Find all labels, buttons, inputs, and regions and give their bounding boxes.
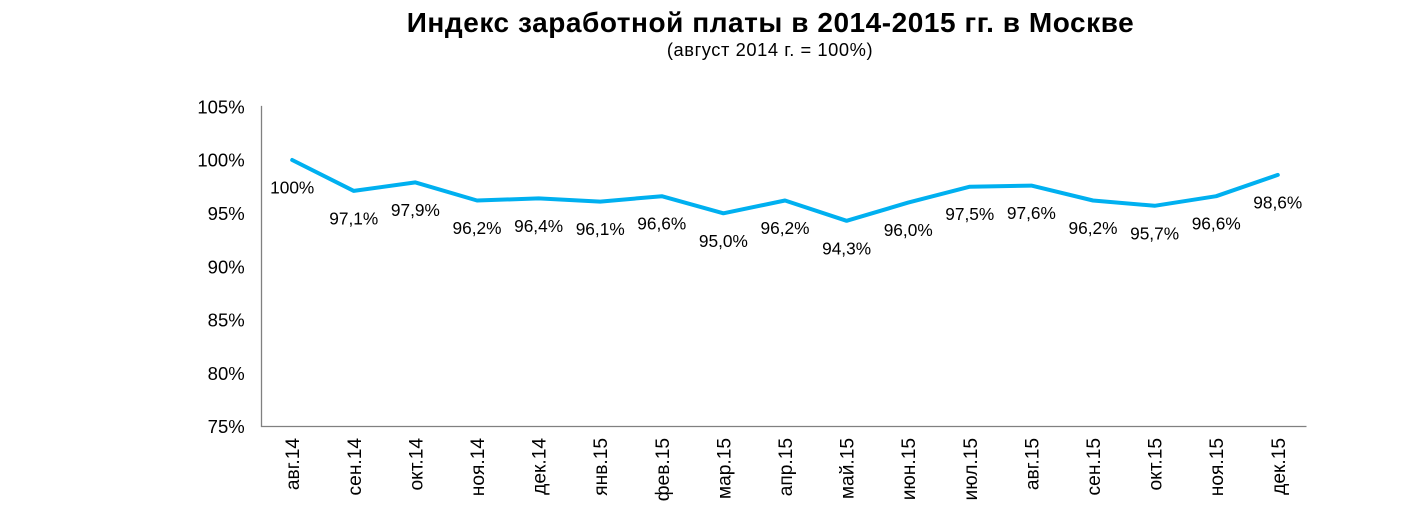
svg-text:95,0%: 95,0% bbox=[699, 231, 748, 251]
svg-text:апр.15: апр.15 bbox=[776, 438, 797, 496]
svg-text:96,2%: 96,2% bbox=[1068, 218, 1117, 238]
svg-text:97,9%: 97,9% bbox=[391, 200, 440, 220]
svg-text:фев.15: фев.15 bbox=[653, 438, 674, 501]
svg-text:дек.15: дек.15 bbox=[1269, 438, 1290, 495]
svg-text:май.15: май.15 bbox=[838, 438, 859, 499]
svg-text:янв.15: янв.15 bbox=[591, 438, 612, 496]
svg-text:сен.14: сен.14 bbox=[345, 438, 366, 496]
svg-text:авг.14: авг.14 bbox=[283, 438, 304, 491]
svg-text:96,6%: 96,6% bbox=[1192, 214, 1241, 234]
svg-text:96,2%: 96,2% bbox=[452, 218, 501, 238]
svg-text:100%: 100% bbox=[270, 178, 314, 198]
svg-text:(август 2014 г. = 100%): (август 2014 г. = 100%) bbox=[667, 39, 873, 60]
svg-text:100%: 100% bbox=[197, 150, 244, 171]
svg-text:сен.15: сен.15 bbox=[1084, 438, 1105, 496]
svg-text:96,4%: 96,4% bbox=[514, 216, 563, 236]
svg-text:дек.14: дек.14 bbox=[530, 438, 551, 495]
svg-text:96,6%: 96,6% bbox=[637, 214, 686, 234]
svg-text:96,0%: 96,0% bbox=[884, 220, 933, 240]
svg-text:июн.15: июн.15 bbox=[899, 438, 920, 500]
svg-text:85%: 85% bbox=[208, 310, 245, 331]
svg-text:80%: 80% bbox=[208, 363, 245, 384]
svg-text:96,2%: 96,2% bbox=[760, 218, 809, 238]
svg-text:75%: 75% bbox=[208, 416, 245, 437]
svg-text:97,1%: 97,1% bbox=[329, 208, 378, 228]
svg-text:июл.15: июл.15 bbox=[961, 438, 982, 501]
svg-text:окт.14: окт.14 bbox=[406, 438, 427, 491]
svg-text:ноя.15: ноя.15 bbox=[1207, 438, 1228, 496]
svg-text:90%: 90% bbox=[208, 256, 245, 277]
svg-text:ноя.14: ноя.14 bbox=[468, 438, 489, 497]
svg-text:мар.15: мар.15 bbox=[714, 438, 735, 499]
svg-text:авг.15: авг.15 bbox=[1022, 438, 1043, 490]
svg-text:97,5%: 97,5% bbox=[945, 204, 994, 224]
svg-text:105%: 105% bbox=[197, 96, 244, 117]
svg-text:Индекс заработной платы в 2014: Индекс заработной платы в 2014-2015 гг. … bbox=[407, 7, 1134, 38]
svg-text:окт.15: окт.15 bbox=[1146, 438, 1167, 491]
svg-text:98,6%: 98,6% bbox=[1253, 192, 1302, 212]
svg-text:97,6%: 97,6% bbox=[1007, 203, 1056, 223]
svg-text:95%: 95% bbox=[208, 203, 245, 224]
svg-text:96,1%: 96,1% bbox=[576, 219, 625, 239]
svg-text:94,3%: 94,3% bbox=[822, 238, 871, 258]
svg-text:95,7%: 95,7% bbox=[1130, 223, 1179, 243]
